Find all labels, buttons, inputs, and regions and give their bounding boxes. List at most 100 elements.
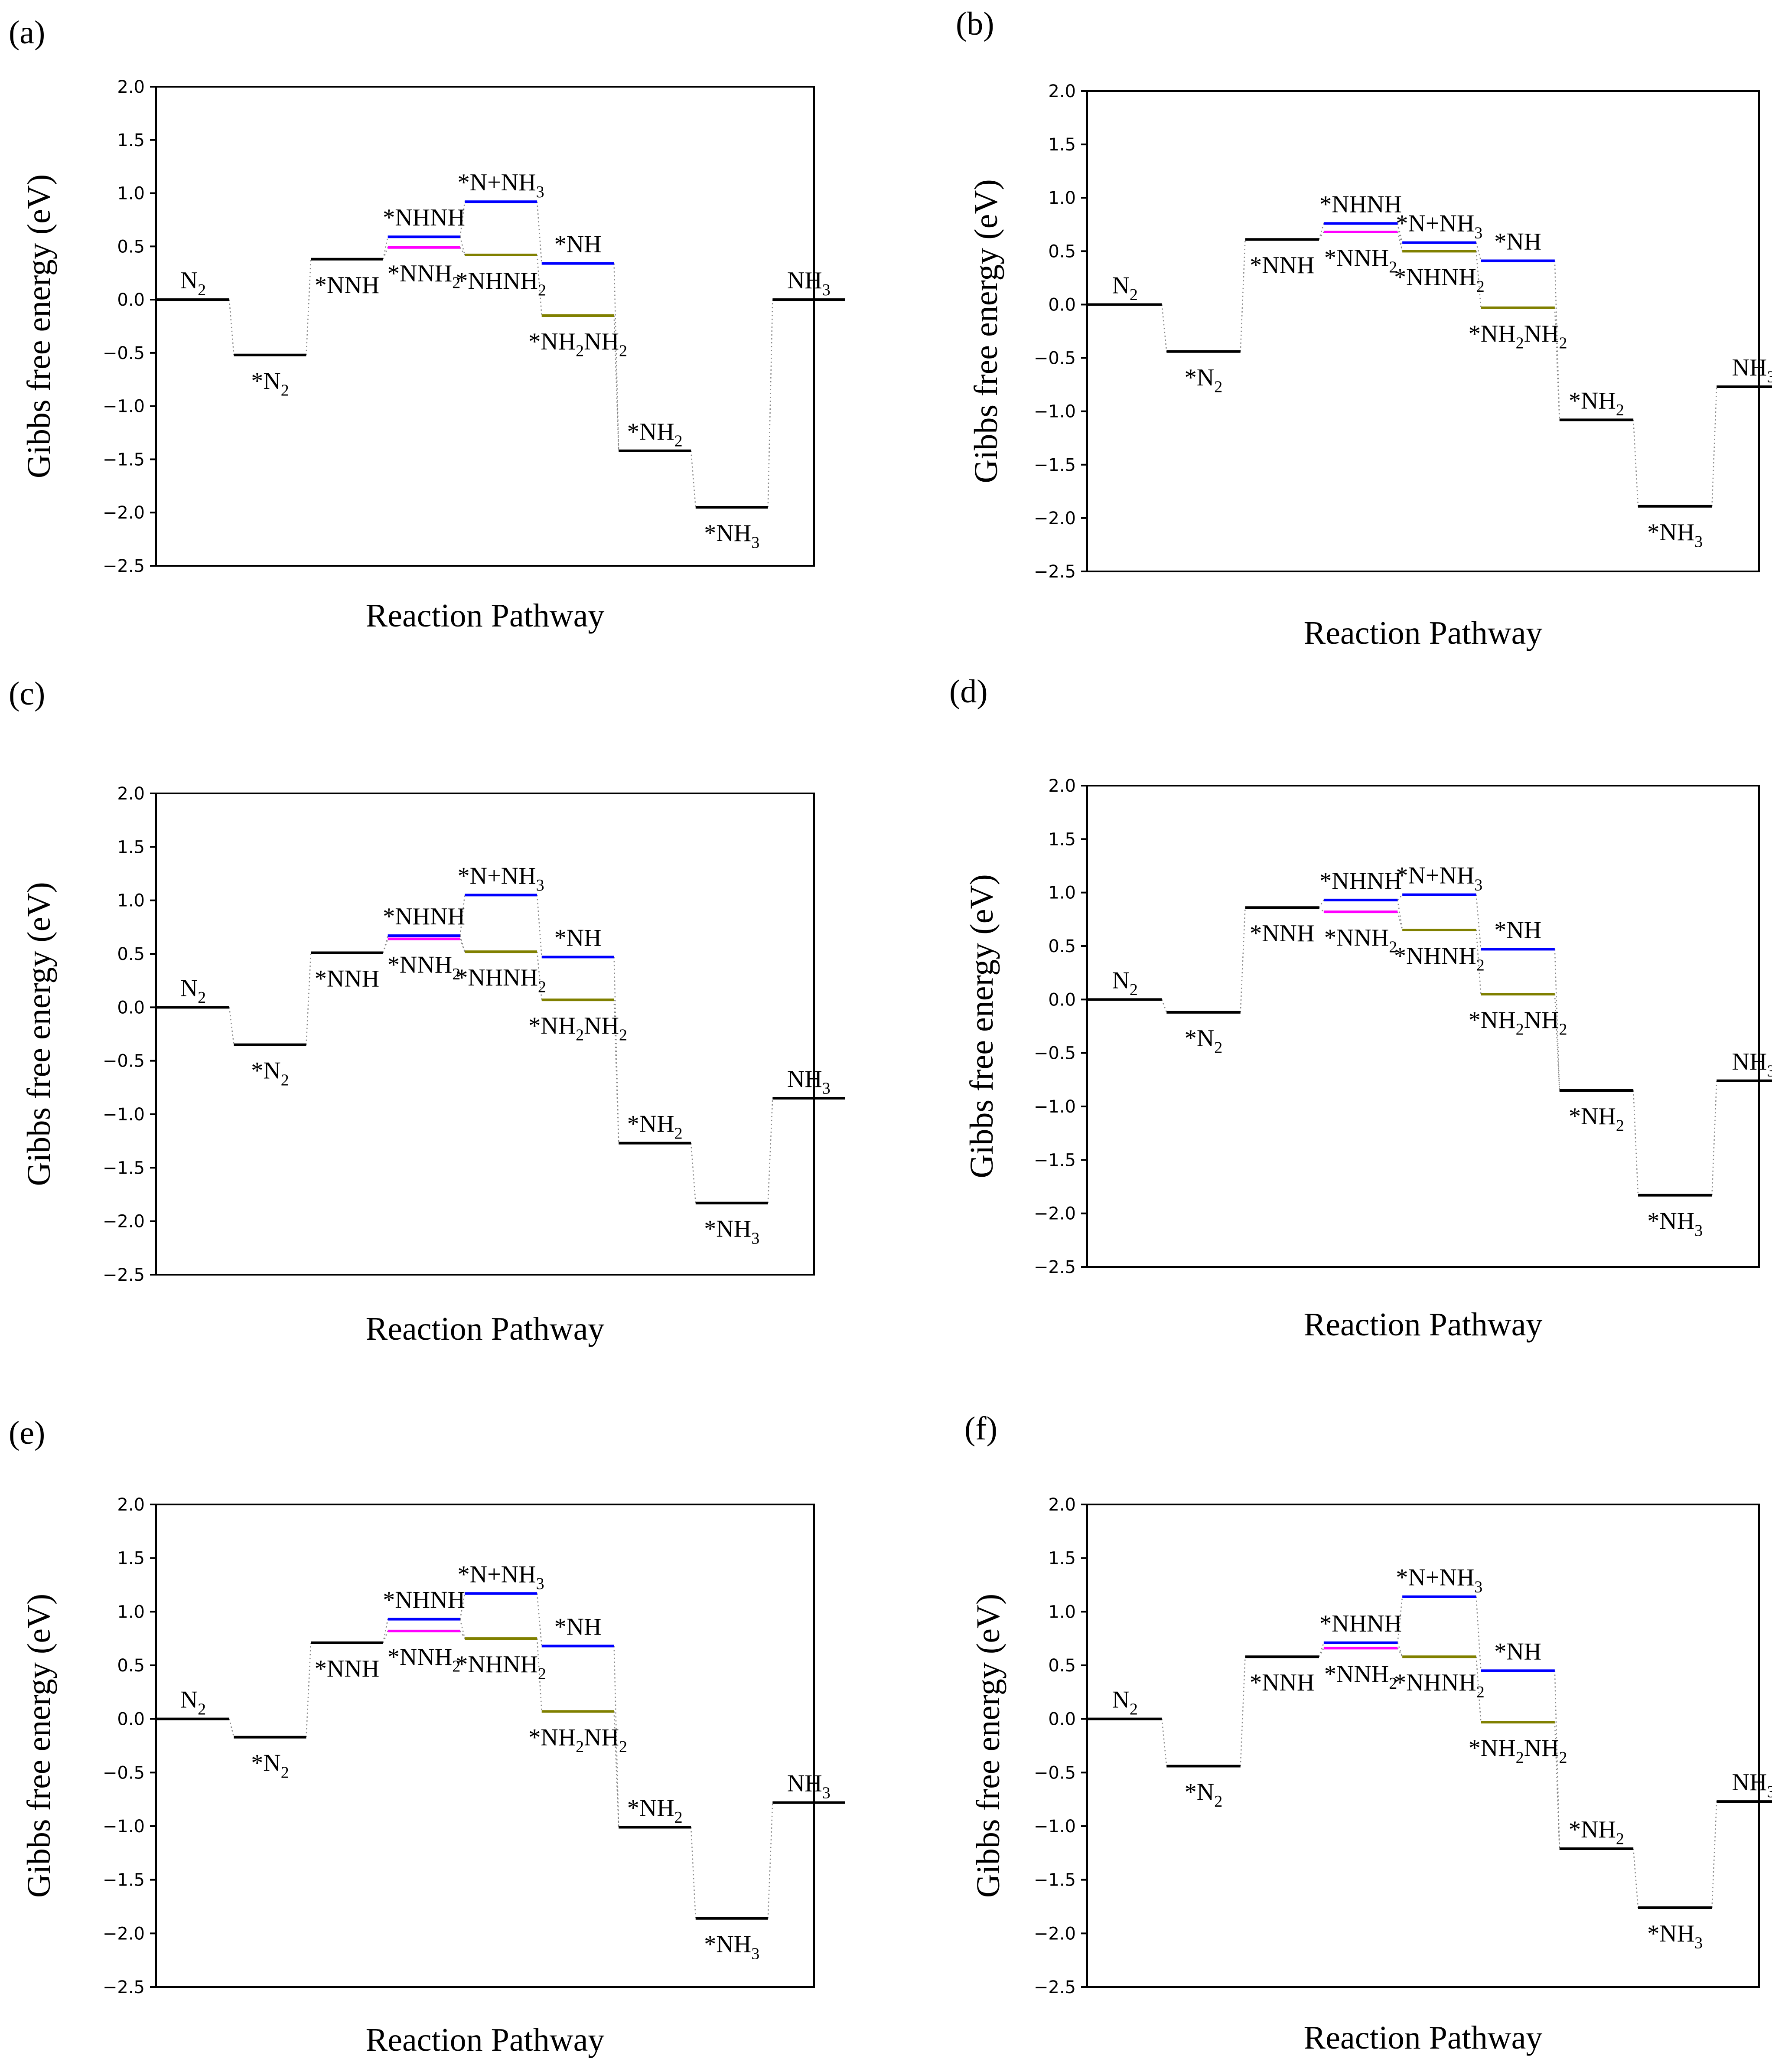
level-connector xyxy=(1632,1090,1639,1195)
panel-label: (e) xyxy=(9,1415,45,1451)
level-connector xyxy=(228,1719,235,1738)
level-connector xyxy=(459,895,466,936)
level-connector xyxy=(1318,232,1324,240)
y-tick-label: 0.5 xyxy=(1048,241,1076,261)
y-tick-label: −1.0 xyxy=(103,397,145,417)
energy-level-label: *NH3 xyxy=(1647,519,1703,551)
level-connector xyxy=(767,1802,773,1919)
x-axis-label: Reaction Pathway xyxy=(1304,2020,1543,2056)
energy-level-label: *NH xyxy=(1494,228,1541,255)
energy-level-label: N2 xyxy=(1112,1687,1137,1719)
energy-level-label: *NH2 xyxy=(627,1795,683,1827)
energy-level-label: *NH3 xyxy=(1647,1208,1703,1240)
energy-level-label: *NNH2 xyxy=(388,260,460,292)
x-axis-label: Reaction Pathway xyxy=(366,2022,605,2058)
y-tick-label: −0.5 xyxy=(1034,1044,1076,1064)
energy-level-label: NH3 xyxy=(1732,1769,1772,1801)
energy-level-label: *N+NH3 xyxy=(1396,1564,1482,1596)
energy-level-label: *NH xyxy=(554,231,602,258)
energy-level-label: *NH2 xyxy=(1569,1103,1624,1135)
level-connector xyxy=(1319,907,1324,912)
level-connector xyxy=(1476,251,1482,308)
energy-level-label: *NHNH xyxy=(383,1587,465,1614)
level-connector xyxy=(1161,304,1167,352)
level-connector xyxy=(1554,1671,1560,1849)
energy-level-label: *N+NH3 xyxy=(1396,862,1482,894)
y-tick-label: −1.0 xyxy=(1034,1817,1076,1837)
level-connector xyxy=(306,259,312,355)
level-connector xyxy=(382,247,388,260)
level-connector xyxy=(1397,1642,1403,1657)
energy-level-label: *NHNH2 xyxy=(1394,1669,1485,1701)
level-connector xyxy=(767,1098,773,1203)
y-axis-label: Gibbs free energy (eV) xyxy=(970,1594,1007,1898)
level-connector xyxy=(459,247,466,255)
y-tick-label: 0.5 xyxy=(1048,936,1076,956)
energy-level-label: N2 xyxy=(1112,967,1137,999)
energy-level-label: N2 xyxy=(1112,272,1137,304)
y-tick-label: 1.5 xyxy=(1048,135,1076,155)
energy-level-label: *NH3 xyxy=(704,1216,759,1248)
y-tick-label: −1.5 xyxy=(103,1870,145,1890)
y-tick-label: −2.0 xyxy=(1034,509,1076,529)
level-connector xyxy=(382,939,388,953)
energy-level-label: NH3 xyxy=(1732,1048,1772,1080)
level-connector xyxy=(1397,900,1403,930)
energy-level-label: *NNH2 xyxy=(1324,924,1397,956)
energy-level-label: *N2 xyxy=(1185,364,1222,396)
energy-level-label: *NNH xyxy=(315,272,379,299)
panel-label: (c) xyxy=(9,675,45,712)
y-tick-label: −2.5 xyxy=(103,1977,145,1997)
level-connector xyxy=(1397,911,1403,930)
energy-level-label: *N2 xyxy=(251,1750,289,1782)
energy-level-label: *NH2NH2 xyxy=(1469,320,1567,352)
energy-level-label: *NH3 xyxy=(704,520,759,552)
energy-level-label: *NH2NH2 xyxy=(1469,1007,1567,1039)
level-connector xyxy=(1397,894,1403,901)
level-connector xyxy=(1318,223,1325,240)
level-connector xyxy=(306,953,312,1045)
energy-level-label: NH3 xyxy=(787,1770,831,1802)
y-tick-label: −2.5 xyxy=(1034,1257,1076,1277)
energy-level-label: *NH2NH2 xyxy=(1469,1735,1567,1767)
energy-level-label: *NH2 xyxy=(627,1111,683,1143)
y-tick-label: 2.0 xyxy=(1048,776,1076,796)
level-connector xyxy=(690,450,697,508)
chart-panel-c: (c) 2.0 1.5 1.0 0.5 0.0 −0.5 −1.0 −1.5 −2.0 −2.5 Re… xyxy=(9,675,845,1347)
level-connector xyxy=(459,1619,466,1639)
energy-level-label: *N+NH3 xyxy=(1396,210,1482,242)
level-connector xyxy=(1397,1648,1403,1657)
level-connector xyxy=(1711,1801,1717,1908)
level-connector xyxy=(1632,420,1639,506)
x-axis-label: Reaction Pathway xyxy=(1304,615,1543,651)
y-tick-label: 2.0 xyxy=(1048,82,1076,101)
y-tick-label: −2.5 xyxy=(103,1265,145,1285)
y-tick-label: 2.0 xyxy=(117,1495,145,1515)
y-tick-label: 0.0 xyxy=(1048,990,1076,1010)
energy-level-label: *NH2NH2 xyxy=(528,328,627,360)
panel-label: (d) xyxy=(949,673,988,710)
energy-level-label: *NNH2 xyxy=(388,1644,460,1676)
level-connector xyxy=(382,1631,388,1643)
y-tick-label: −0.5 xyxy=(1034,349,1076,369)
y-tick-label: 0.0 xyxy=(1048,295,1076,315)
energy-level-label: *NH3 xyxy=(1647,1920,1703,1952)
plot-frame xyxy=(155,1504,815,1988)
level-connector xyxy=(459,236,466,255)
energy-level-label: *N+NH3 xyxy=(458,169,544,201)
panel-label: (a) xyxy=(9,14,45,51)
energy-level-label: *N+NH3 xyxy=(458,862,544,894)
level-connector xyxy=(228,1007,235,1045)
panel-label: (f) xyxy=(964,1410,997,1447)
energy-level-label: *NH2NH2 xyxy=(528,1012,627,1044)
y-tick-label: −2.5 xyxy=(1034,562,1076,582)
level-connector xyxy=(1240,239,1246,352)
y-tick-label: −1.5 xyxy=(1034,1870,1076,1890)
y-tick-label: −0.5 xyxy=(103,1763,145,1783)
level-connector xyxy=(1554,994,1560,1091)
y-tick-label: −1.0 xyxy=(103,1817,145,1837)
energy-level-label: NH3 xyxy=(1732,354,1772,386)
level-connector xyxy=(767,300,773,507)
plot-frame xyxy=(155,793,815,1276)
